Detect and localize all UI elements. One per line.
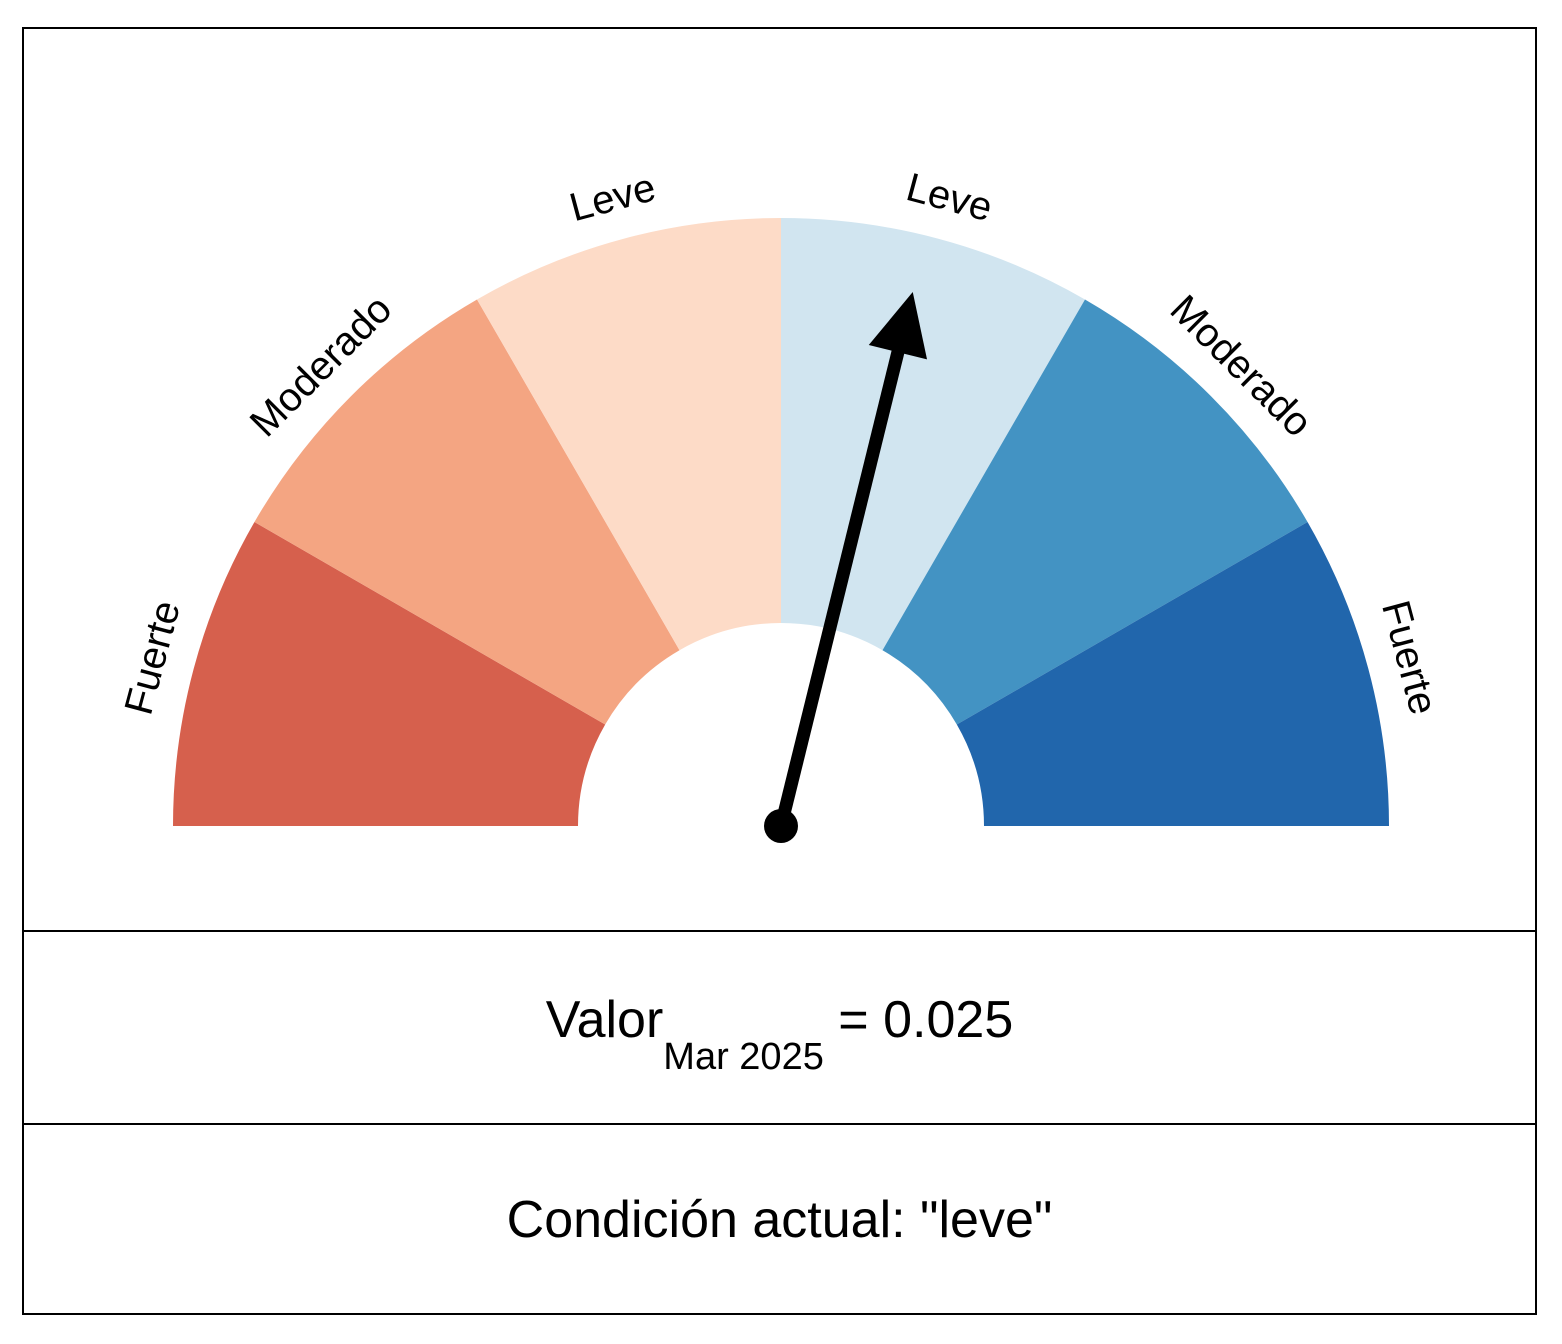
needle-hub [764, 809, 798, 843]
needle-arrowhead [868, 292, 928, 360]
value-panel: ValorMar 2025 = 0.025 [24, 932, 1535, 1125]
gauge-segment-label: Fuerte [117, 596, 189, 719]
gauge-segment [956, 522, 1389, 826]
chart-frame: Fuerte Moderado Leve Leve Moderado Fuerte Val… [22, 27, 1537, 1315]
gauge-segment [173, 522, 606, 826]
value-equals: = [823, 990, 884, 1049]
needle-shaft [774, 344, 906, 828]
value-number: 0.025 [883, 990, 1014, 1049]
value-label: Valor [545, 990, 664, 1049]
condition-text: Condición actual: "leve" [506, 1191, 1053, 1249]
gauge-segment [254, 299, 680, 725]
gauge-segment-label: Leve [565, 165, 660, 230]
value-period: Mar 2025 [663, 1035, 824, 1078]
gauge-segment-label: Leve [902, 165, 997, 230]
gauge-segment [882, 299, 1308, 725]
gauge-panel: Fuerte Moderado Leve Leve Moderado Fuerte [24, 29, 1535, 932]
gauge-segment-label: Fuerte [1373, 596, 1445, 719]
value-readout: ValorMar 2025 = 0.025 [545, 990, 1014, 1078]
gauge-segment [477, 218, 781, 651]
condition-panel: Condición actual: "leve" [24, 1125, 1535, 1315]
